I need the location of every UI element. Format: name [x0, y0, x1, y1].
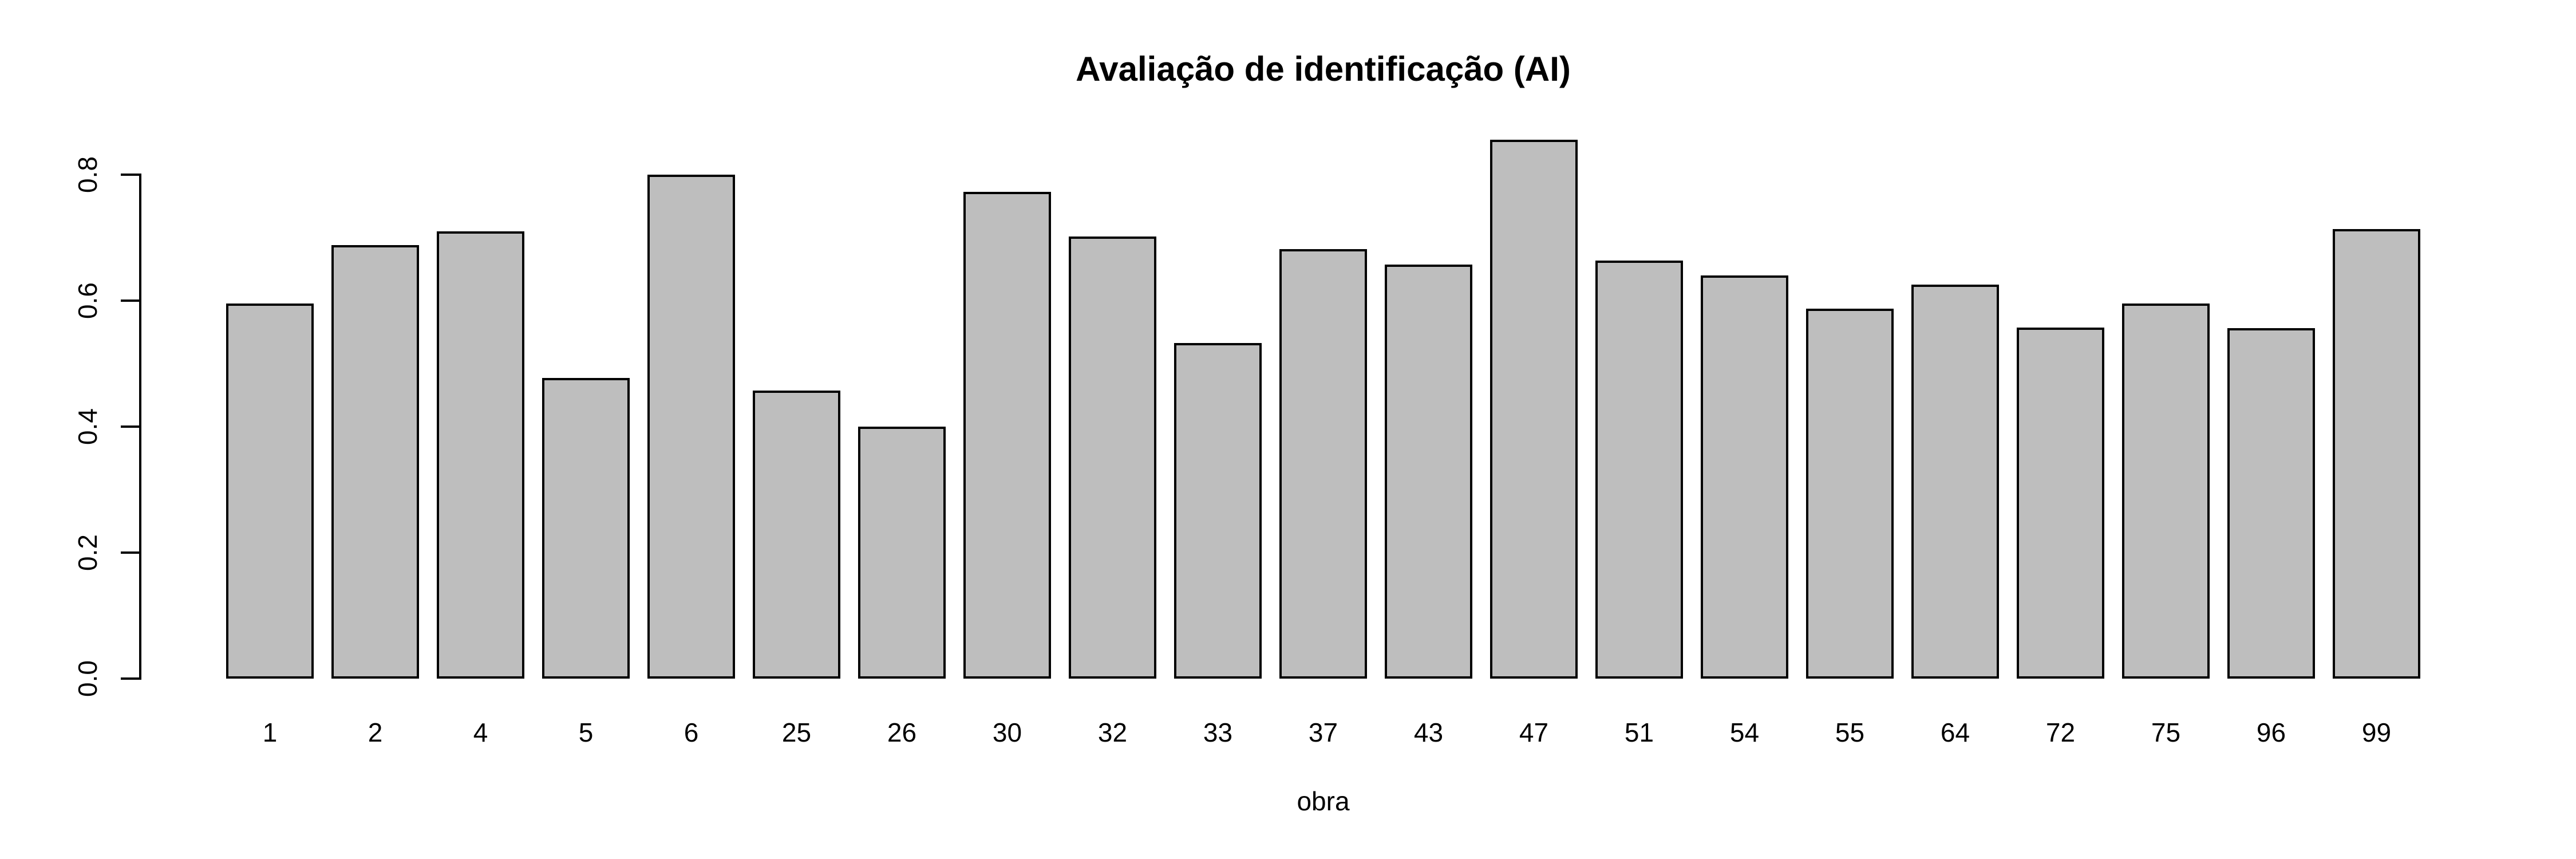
- bar: [647, 175, 735, 679]
- bar: [437, 231, 524, 679]
- x-axis-tick-label: 30: [992, 718, 1022, 747]
- bar: [2122, 304, 2210, 679]
- y-axis-tick-label: 0.4: [73, 408, 102, 445]
- x-axis-tick-label: 43: [1413, 718, 1444, 747]
- x-axis-tick-label: 55: [1835, 718, 1865, 747]
- y-axis-tick-label: 0.0: [73, 660, 102, 697]
- x-axis-tick-label: 37: [1308, 718, 1338, 747]
- x-axis-tick-label: 51: [1624, 718, 1654, 747]
- chart-title: Avaliação de identificação (AI): [1076, 50, 1571, 88]
- x-axis-tick-label: 54: [1729, 718, 1760, 747]
- bar: [331, 245, 419, 679]
- bar: [1595, 261, 1683, 679]
- x-axis-tick-label: 47: [1519, 718, 1549, 747]
- bar: [1385, 265, 1472, 679]
- x-axis-tick-label: 33: [1203, 718, 1233, 747]
- x-axis-tick-label: 26: [887, 718, 917, 747]
- x-axis-tick-label: 25: [781, 718, 812, 747]
- bar: [1174, 343, 1262, 679]
- x-axis-title: obra: [1297, 786, 1350, 816]
- bar: [2017, 328, 2104, 679]
- bar: [1911, 285, 1999, 679]
- bar: [1701, 275, 1788, 679]
- y-axis-tick: [121, 300, 140, 302]
- x-axis-tick-label: 75: [2151, 718, 2181, 747]
- x-axis-tick-label: 4: [473, 718, 488, 747]
- y-axis-tick: [121, 677, 140, 680]
- x-axis-tick-label: 72: [2045, 718, 2076, 747]
- bar: [226, 304, 314, 679]
- x-axis-tick-label: 5: [578, 718, 594, 747]
- y-axis-line: [139, 174, 141, 680]
- bar: [1279, 249, 1367, 679]
- x-axis-tick-label: 2: [368, 718, 383, 747]
- bar: [1490, 140, 1578, 679]
- plot-area: [226, 106, 2420, 679]
- bar: [963, 192, 1051, 679]
- x-axis-tick-labels: 1 2 4 5 6 25 26 30 32 33 37 43 47 51 54 55 64 72 75 96 99: [226, 717, 2420, 748]
- x-axis-tick-label: 64: [1940, 718, 1970, 747]
- y-axis-tick: [121, 425, 140, 428]
- x-axis-tick-label: 1: [262, 718, 278, 747]
- x-axis-tick-label: 32: [1097, 718, 1128, 747]
- bar: [2227, 328, 2315, 679]
- x-axis-tick-label: 99: [2361, 718, 2392, 747]
- y-axis-tick: [121, 174, 140, 176]
- y-axis-tick: [121, 551, 140, 554]
- bar: [1806, 309, 1894, 679]
- x-axis-tick-label: 96: [2256, 718, 2286, 747]
- y-axis-tick-label: 0.8: [73, 156, 102, 193]
- x-axis-tick-label: 6: [683, 718, 699, 747]
- bar: [2333, 229, 2420, 679]
- bar: [858, 427, 946, 679]
- y-axis-tick-label: 0.6: [73, 282, 102, 319]
- y-axis-tick-label: 0.2: [73, 534, 102, 571]
- bar: [542, 378, 630, 679]
- bar: [1069, 237, 1156, 679]
- bar: [753, 391, 840, 679]
